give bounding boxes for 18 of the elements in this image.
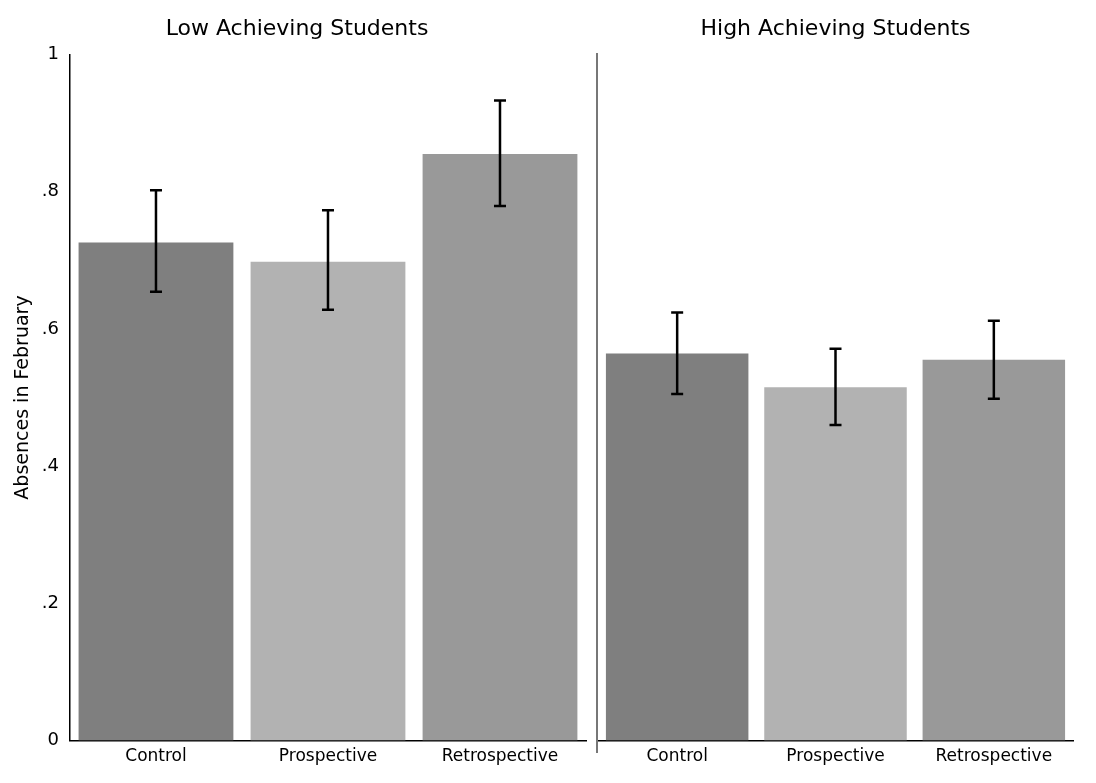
y-tick-label: 0: [47, 728, 59, 750]
bar: [422, 153, 578, 741]
y-tick-label: .8: [41, 179, 59, 201]
y-axis-title: Absences in February: [10, 295, 33, 500]
y-tick-label: .2: [41, 591, 59, 613]
x-tick-label: Prospective: [786, 745, 885, 766]
y-tick-label: .6: [41, 316, 59, 338]
chart-title: Low Achieving Students: [165, 14, 429, 40]
bar: [250, 261, 406, 741]
bar: [78, 242, 234, 741]
x-tick-label: Control: [646, 745, 708, 766]
y-tick-label: .4: [41, 453, 59, 475]
x-tick-label: Prospective: [278, 745, 378, 766]
x-tick-label: Retrospective: [935, 745, 1053, 766]
y-tick-label: 1: [47, 42, 59, 64]
x-tick-label: Control: [125, 745, 187, 766]
x-tick-label: Retrospective: [441, 745, 559, 766]
chart-title: High Achieving Students: [700, 14, 971, 40]
